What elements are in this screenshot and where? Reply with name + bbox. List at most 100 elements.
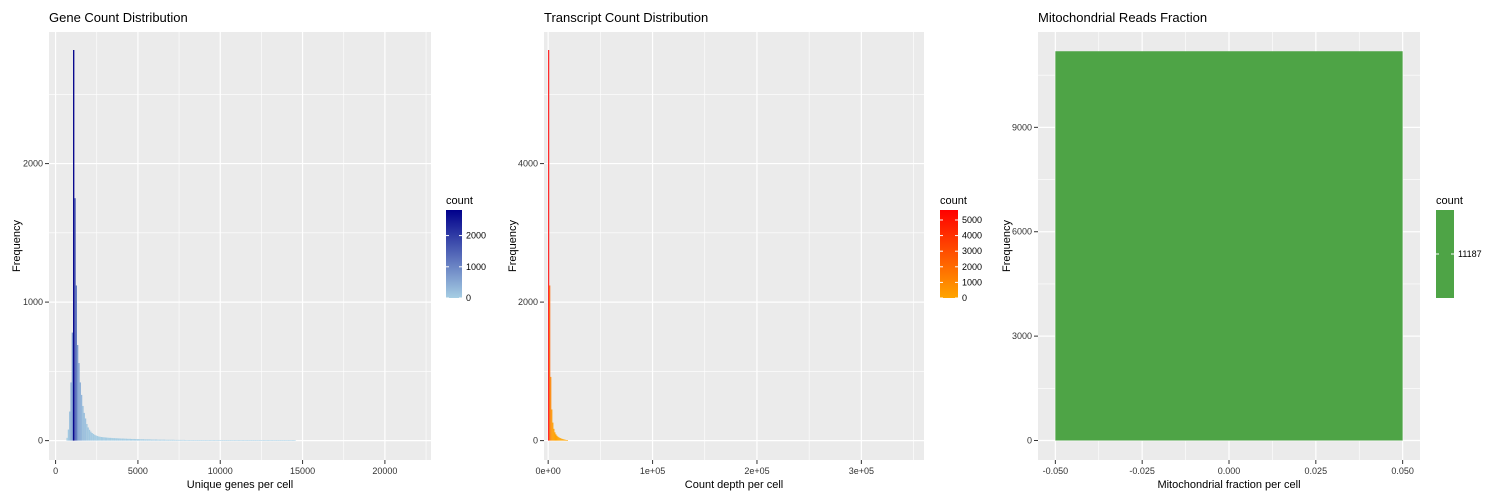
histogram-bar xyxy=(175,439,178,441)
histogram-bar xyxy=(146,439,149,441)
histogram-bar xyxy=(241,440,243,441)
histogram-bar xyxy=(178,439,180,441)
x-tick-label: 20000 xyxy=(372,466,397,476)
histogram-bar xyxy=(79,382,81,441)
histogram-bar xyxy=(200,440,203,441)
histogram-bar xyxy=(291,440,294,441)
histogram-bar xyxy=(550,376,552,441)
legend-tick-label: 11187 xyxy=(1458,249,1482,259)
histogram-bar xyxy=(132,438,134,441)
histogram-bar xyxy=(186,440,188,441)
histogram-bar xyxy=(256,440,258,441)
histogram-bar xyxy=(221,440,224,441)
histogram-bar xyxy=(286,440,288,441)
histogram-bar xyxy=(555,434,557,441)
histogram-bar xyxy=(96,436,99,441)
histogram-bar xyxy=(203,440,205,441)
histogram-bar xyxy=(173,439,175,441)
histogram-bar xyxy=(270,440,272,441)
histogram-bar xyxy=(153,439,155,441)
legend-tick-label: 1000 xyxy=(962,277,982,287)
histogram-bar xyxy=(260,440,262,441)
histogram-bar xyxy=(128,438,130,441)
histogram-bar xyxy=(285,440,287,441)
histogram-bar xyxy=(195,440,197,441)
histogram-bar xyxy=(294,440,296,441)
histogram-bar xyxy=(223,440,225,441)
histogram-bar xyxy=(78,363,80,441)
legend-tick-label: 0 xyxy=(466,293,471,303)
histogram-bar xyxy=(185,440,187,441)
x-tick-label: 3e+05 xyxy=(849,466,874,476)
histogram-bar xyxy=(144,439,146,441)
histogram-bar xyxy=(152,439,154,441)
histogram-bar xyxy=(74,198,76,441)
histogram-bar xyxy=(166,439,168,441)
histogram-bar xyxy=(190,440,192,441)
histogram-bar xyxy=(562,439,564,441)
x-tick-label: 10000 xyxy=(208,466,233,476)
histogram-bar xyxy=(167,439,170,441)
histogram-bar xyxy=(112,438,114,441)
legend-tick-label: 5000 xyxy=(962,215,982,225)
histogram-bar xyxy=(219,440,221,441)
histogram-bar xyxy=(192,440,195,441)
histogram-bar xyxy=(125,438,128,441)
histogram-bar xyxy=(181,439,183,441)
histogram-bar xyxy=(246,440,249,441)
x-axis-label: Count depth per cell xyxy=(685,479,783,491)
histogram-bar xyxy=(232,440,234,441)
histogram-bar xyxy=(84,418,87,441)
x-tick-label: 5000 xyxy=(128,466,148,476)
y-ticks: 0 3000 6000 9000 xyxy=(1012,122,1038,446)
x-axis-label: Unique genes per cell xyxy=(187,479,293,491)
histogram-bar xyxy=(157,439,159,441)
histogram-bar xyxy=(277,440,279,441)
histogram-bar xyxy=(107,437,109,441)
histogram-bar xyxy=(103,437,105,441)
histogram-bar xyxy=(169,439,171,441)
x-tick-label: 0e+00 xyxy=(536,466,561,476)
histogram-bar xyxy=(557,436,559,441)
histogram-bar xyxy=(207,440,209,441)
histogram-bar xyxy=(66,437,68,441)
histogram-bar xyxy=(554,432,556,441)
histogram-bar xyxy=(549,285,551,441)
histogram-bar xyxy=(565,439,567,441)
histogram-bar xyxy=(266,440,268,441)
histogram-bar xyxy=(244,440,246,441)
x-tick-label: 0 xyxy=(53,466,58,476)
histogram-bar xyxy=(171,439,174,441)
histogram-bar xyxy=(290,440,292,441)
histogram-bars xyxy=(1055,51,1403,441)
legend: count 0 1000 2000 3000 4000 5000 xyxy=(940,195,982,303)
y-tick-label: 0 xyxy=(1027,436,1032,446)
x-axis-label: Mitochondrial fraction per cell xyxy=(1157,479,1300,491)
histogram-bar xyxy=(158,439,160,441)
x-tick-label: 2e+05 xyxy=(744,466,769,476)
histogram-bar xyxy=(240,440,242,441)
x-tick-label: 0.000 xyxy=(1218,466,1241,476)
histogram-bar xyxy=(156,439,158,441)
histogram-bar xyxy=(224,440,226,441)
legend-tick-label: 1000 xyxy=(466,262,486,272)
x-tick-label: -0.025 xyxy=(1129,466,1155,476)
histogram-bar xyxy=(289,440,291,441)
plot-panel xyxy=(49,32,431,460)
histogram-bar xyxy=(165,439,167,441)
y-axis-label: Frequency xyxy=(11,220,23,272)
histogram-bar xyxy=(271,440,274,441)
histogram-bar xyxy=(215,440,217,441)
y-ticks: 0 2000 4000 xyxy=(518,159,544,446)
histogram-bar xyxy=(71,332,74,441)
histogram-bar xyxy=(154,439,157,441)
histogram-bar xyxy=(191,440,193,441)
histogram-bar xyxy=(69,411,71,441)
plot-panel xyxy=(544,32,924,460)
histogram-bar xyxy=(245,440,247,441)
chart-transcripts: Transcript Count Distribution 020004000 … xyxy=(507,10,982,491)
histogram-bar xyxy=(199,440,201,441)
histogram-bar xyxy=(149,439,151,441)
histogram-bar xyxy=(129,438,131,441)
histogram-bar xyxy=(282,440,284,441)
